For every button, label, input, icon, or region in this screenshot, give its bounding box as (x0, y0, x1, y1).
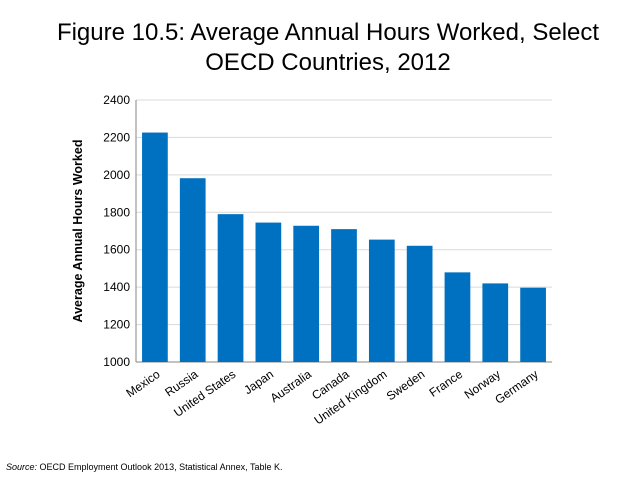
bar (255, 222, 282, 362)
bar (142, 132, 168, 362)
bar (368, 239, 395, 362)
bar (482, 283, 509, 362)
x-tick-label: Australia (268, 367, 315, 405)
y-axis-title: Average Annual Hours Worked (71, 140, 85, 323)
y-tick-label: 1400 (103, 280, 130, 294)
bar (293, 225, 320, 362)
chart-title-line-2: OECD Countries, 2012 (205, 49, 451, 76)
x-tick-label: France (427, 367, 466, 400)
y-tick-label: 2000 (103, 168, 130, 182)
source-text: OECD Employment Outlook 2013, Statistica… (37, 462, 283, 472)
y-tick-label: 1200 (103, 318, 130, 332)
x-tick-label: Sweden (384, 367, 428, 403)
chart-title: Figure 10.5: Average Annual Hours Worked… (0, 18, 638, 78)
bar (331, 229, 357, 362)
x-tick-label: Germany (492, 367, 540, 407)
bar (217, 214, 244, 362)
y-tick-label: 1000 (103, 355, 130, 369)
chart-title-line-1: Figure 10.5: Average Annual Hours Worked… (56, 19, 600, 46)
y-tick-label: 2400 (103, 93, 130, 107)
bar (406, 245, 433, 362)
y-tick-label: 2200 (103, 130, 130, 144)
y-tick-label: 1600 (103, 243, 130, 257)
x-tick-label: Mexico (123, 367, 162, 400)
bar (444, 272, 471, 362)
bar (520, 287, 546, 362)
source-note: Source: OECD Employment Outlook 2013, St… (6, 462, 283, 472)
y-tick-label: 1800 (103, 205, 130, 219)
source-label: Source: (6, 462, 38, 472)
bar (179, 178, 206, 362)
